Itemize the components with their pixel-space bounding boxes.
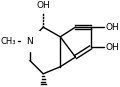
Text: CH₃: CH₃ [0,37,16,46]
Text: OH: OH [36,1,50,10]
Text: OH: OH [106,23,120,32]
Text: OH: OH [106,43,120,52]
Text: N: N [27,37,33,46]
